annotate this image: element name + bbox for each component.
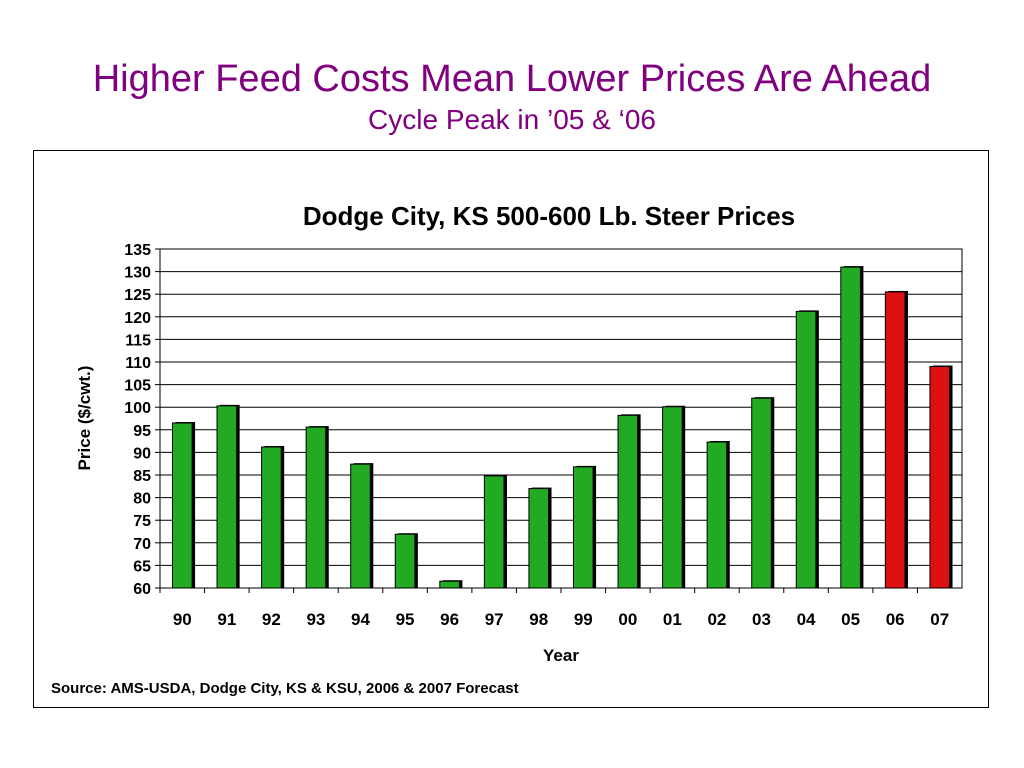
x-tick-label: 01 [663, 610, 682, 629]
x-tick-label: 07 [930, 610, 949, 629]
y-tick-label: 120 [124, 310, 151, 327]
price-bar [795, 310, 817, 589]
price-bar [572, 466, 594, 589]
y-tick-label: 85 [133, 468, 151, 485]
y-tick-label: 110 [125, 355, 151, 372]
x-tick-label: 03 [752, 610, 771, 629]
y-tick-label: 125 [124, 287, 151, 304]
x-tick-label: 91 [217, 610, 236, 629]
price-bar [394, 533, 416, 589]
x-tick-label: 00 [618, 610, 637, 629]
x-tick-label: 92 [262, 610, 281, 629]
y-tick-label: 95 [133, 423, 151, 440]
price-bar [662, 406, 683, 589]
chart-frame: Dodge City, KS 500-600 Lb. Steer Prices … [33, 150, 989, 708]
price-bar [840, 266, 861, 589]
price-bar [305, 426, 327, 589]
forecast-bar [929, 366, 951, 589]
x-tick-label: 90 [173, 610, 192, 629]
bar-chart: Dodge City, KS 500-600 Lb. Steer Prices … [51, 201, 963, 697]
price-bar [216, 405, 238, 589]
y-tick-label: 100 [124, 400, 151, 417]
y-tick-label: 60 [133, 581, 151, 598]
price-bar [261, 446, 282, 589]
x-tick-label: 97 [485, 610, 504, 629]
x-tick-label: 95 [396, 610, 415, 629]
slide-subtitle: Cycle Peak in ’05 & ‘06 [368, 104, 656, 135]
x-tick-label: 96 [440, 610, 459, 629]
y-tick-label: 80 [133, 491, 151, 508]
price-bar [171, 422, 193, 589]
x-tick-label: 06 [886, 610, 905, 629]
bars [171, 266, 953, 589]
y-tick-label: 65 [133, 558, 151, 575]
x-tick-label: 94 [351, 610, 370, 629]
y-tick-label: 70 [133, 536, 151, 553]
x-tick-label: 02 [707, 610, 726, 629]
x-tick-label: 93 [306, 610, 325, 629]
price-bar [350, 463, 371, 589]
y-axis-label: Price ($/cwt.) [75, 366, 94, 471]
y-tick-label: 75 [133, 513, 151, 530]
y-tick-label: 135 [124, 242, 151, 259]
x-tick-label: 98 [529, 610, 548, 629]
price-bar [706, 441, 728, 589]
x-axis-ticks: 90 91 92 93 94 95 96 97 98 99 00 01 02 03 04 05 06 07 [159, 588, 949, 629]
chart-title: Dodge City, KS 500-600 Lb. Steer Prices [303, 201, 795, 231]
price-bar [751, 397, 772, 589]
price-bar [617, 414, 639, 589]
y-tick-label: 90 [133, 445, 151, 462]
gridlines [160, 248, 962, 589]
price-bar [439, 580, 460, 589]
y-tick-label: 115 [125, 332, 151, 349]
forecast-bar [884, 291, 906, 589]
x-tick-label: 04 [797, 610, 816, 629]
y-tick-label: 130 [124, 265, 151, 282]
source-note: Source: AMS-USDA, Dodge City, KS & KSU, … [51, 680, 519, 697]
x-axis-label: Year [543, 646, 579, 665]
y-axis-ticks: 60 65 70 75 80 85 90 95 100 105 110 115 120 125 130 135 [124, 242, 160, 598]
x-tick-label: 05 [841, 610, 860, 629]
y-tick-label: 105 [124, 378, 151, 395]
price-bar [483, 475, 505, 589]
plot-area-border [159, 248, 963, 589]
x-tick-label: 99 [574, 610, 593, 629]
slide-title: Higher Feed Costs Mean Lower Prices Are … [92, 58, 932, 100]
price-bar [528, 488, 550, 589]
